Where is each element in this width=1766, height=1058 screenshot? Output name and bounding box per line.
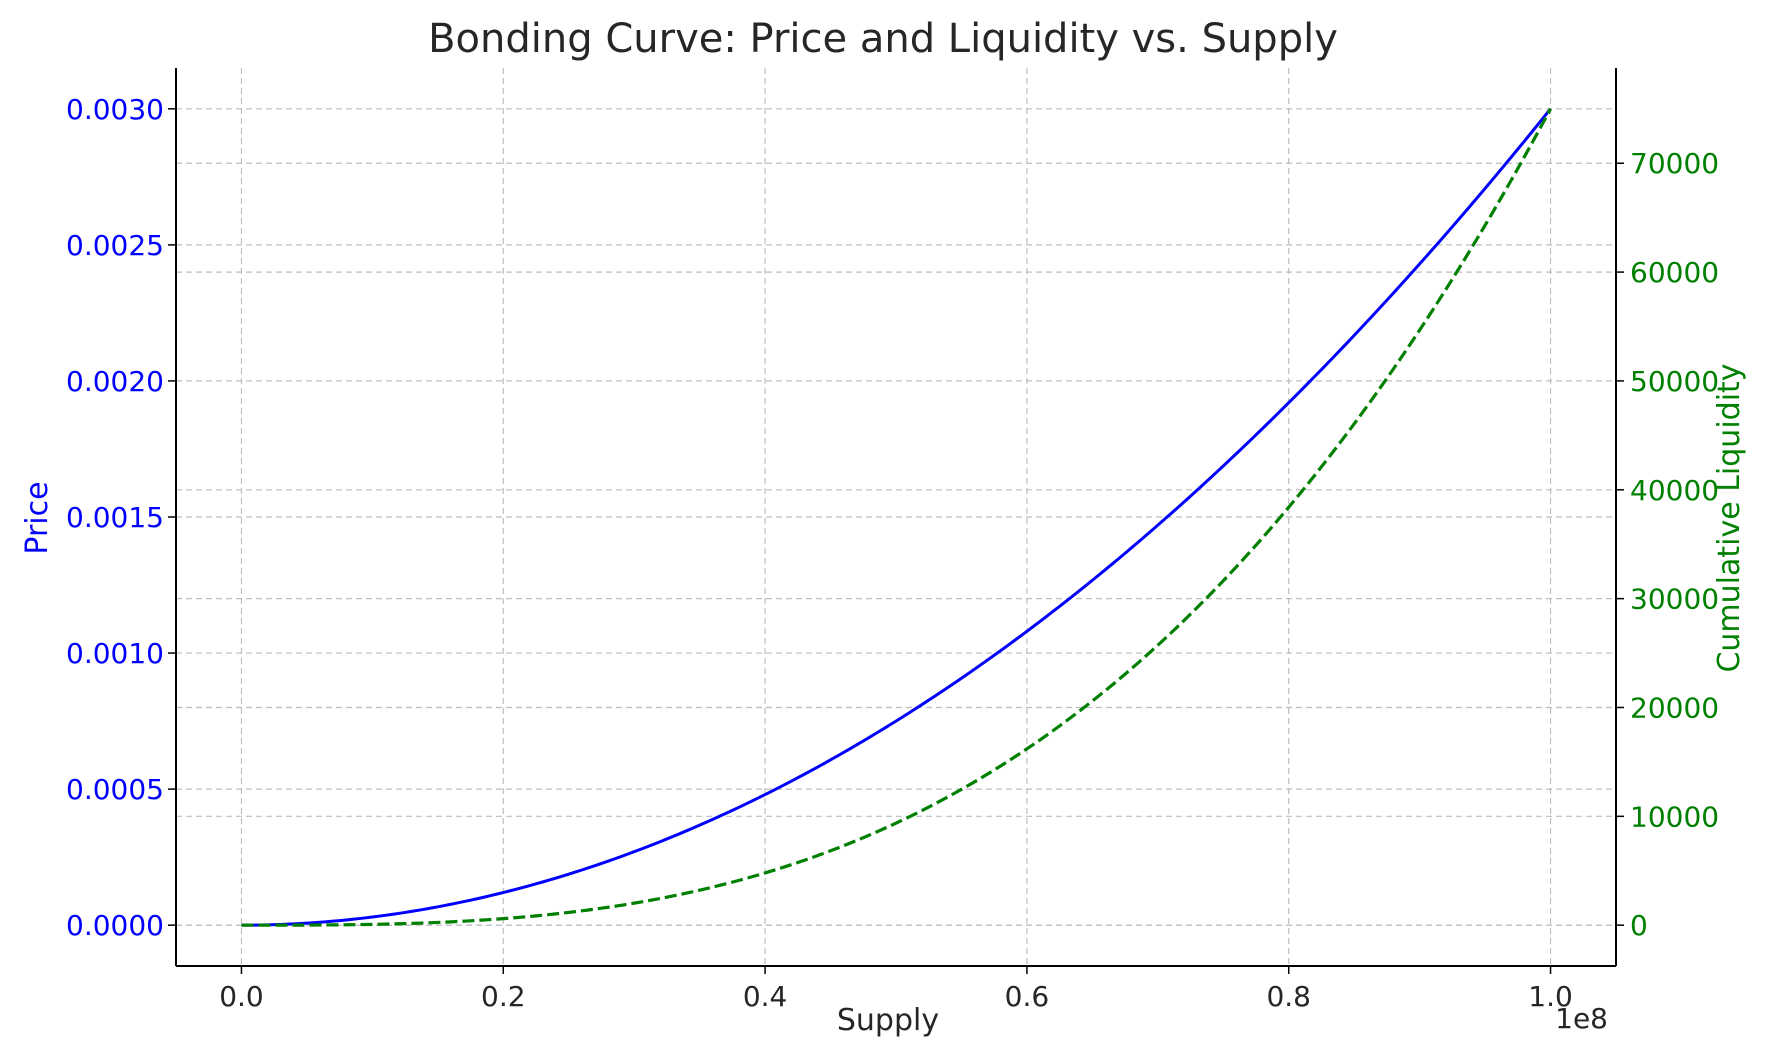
price-series-line — [241, 107, 1552, 927]
x-tick-label: 0.6 — [1005, 980, 1050, 1013]
x-axis-offset-label: 1e8 — [1555, 1002, 1608, 1035]
right-y-tick-label: 60000 — [1630, 256, 1719, 289]
left-y-tick-label: 0.0000 — [66, 909, 164, 942]
grid-layer — [176, 68, 1616, 966]
series-layer — [241, 107, 1552, 927]
left-y-tick-label: 0.0030 — [66, 93, 164, 126]
right-y-tick-label: 50000 — [1630, 365, 1719, 398]
x-tick-label: 1.0 — [1528, 980, 1573, 1013]
tick-layer: 0.0 0.2 0.4 0.6 0.8 1.0 0.0000 0.0005 0.0010 0.00… — [66, 93, 1719, 1013]
x-tick-label: 0.8 — [1266, 980, 1311, 1013]
right-y-tick-label: 10000 — [1630, 800, 1719, 833]
left-y-tick-label: 0.0020 — [66, 365, 164, 398]
x-tick-label: 0.4 — [743, 980, 788, 1013]
x-tick-label: 0.2 — [481, 980, 526, 1013]
right-axis-label: Cumulative Liquidity — [1712, 363, 1747, 672]
x-axis-label: Supply — [837, 1003, 939, 1038]
left-axis-label: Price — [20, 481, 55, 554]
liquidity-series-line — [241, 108, 1552, 927]
chart-title: Bonding Curve: Price and Liquidity vs. S… — [428, 16, 1338, 62]
right-y-tick-label: 70000 — [1630, 147, 1719, 180]
x-tick-label: 0.0 — [219, 980, 264, 1013]
right-y-tick-label: 0 — [1630, 909, 1648, 942]
left-y-tick-label: 0.0025 — [66, 229, 164, 262]
right-y-tick-label: 20000 — [1630, 691, 1719, 724]
left-y-tick-label: 0.0010 — [66, 637, 164, 670]
left-y-tick-label: 0.0005 — [66, 773, 164, 806]
right-y-tick-label: 40000 — [1630, 474, 1719, 507]
left-y-tick-label: 0.0015 — [66, 501, 164, 534]
right-y-tick-label: 30000 — [1630, 583, 1719, 616]
